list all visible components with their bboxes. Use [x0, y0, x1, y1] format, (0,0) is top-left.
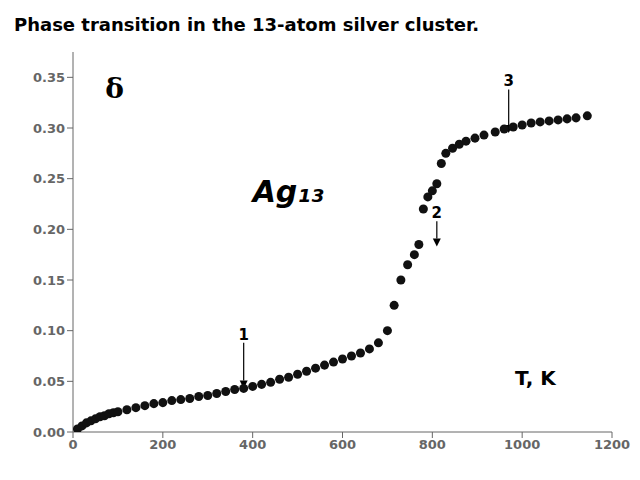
svg-text:0: 0 — [68, 437, 77, 452]
svg-text:1200: 1200 — [594, 437, 630, 452]
svg-text:2: 2 — [432, 204, 442, 222]
svg-text:600: 600 — [329, 437, 356, 452]
svg-text:0.30: 0.30 — [33, 121, 65, 136]
svg-text:0.00: 0.00 — [33, 425, 65, 440]
html-text:T, K: T, K — [515, 366, 556, 390]
svg-text:Ag₁₃: Ag₁₃ — [251, 174, 324, 209]
svg-text:0.05: 0.05 — [33, 374, 65, 389]
svg-text:1000: 1000 — [504, 437, 540, 452]
svg-text:200: 200 — [149, 437, 176, 452]
svg-text:3: 3 — [503, 72, 513, 90]
svg-text:0.15: 0.15 — [33, 273, 65, 288]
svg-text:800: 800 — [419, 437, 446, 452]
svg-text:0.20: 0.20 — [33, 222, 65, 237]
html-text:δ: δ — [105, 71, 124, 105]
svg-text:0.10: 0.10 — [33, 323, 65, 338]
svg-text:0.35: 0.35 — [33, 70, 65, 85]
svg-text:1: 1 — [238, 326, 248, 344]
svg-text:400: 400 — [239, 437, 266, 452]
svg-text:0.25: 0.25 — [33, 171, 65, 186]
html-text:Phase transition in the 13-ato: Phase transition in the 13-atom silver c… — [14, 14, 480, 35]
